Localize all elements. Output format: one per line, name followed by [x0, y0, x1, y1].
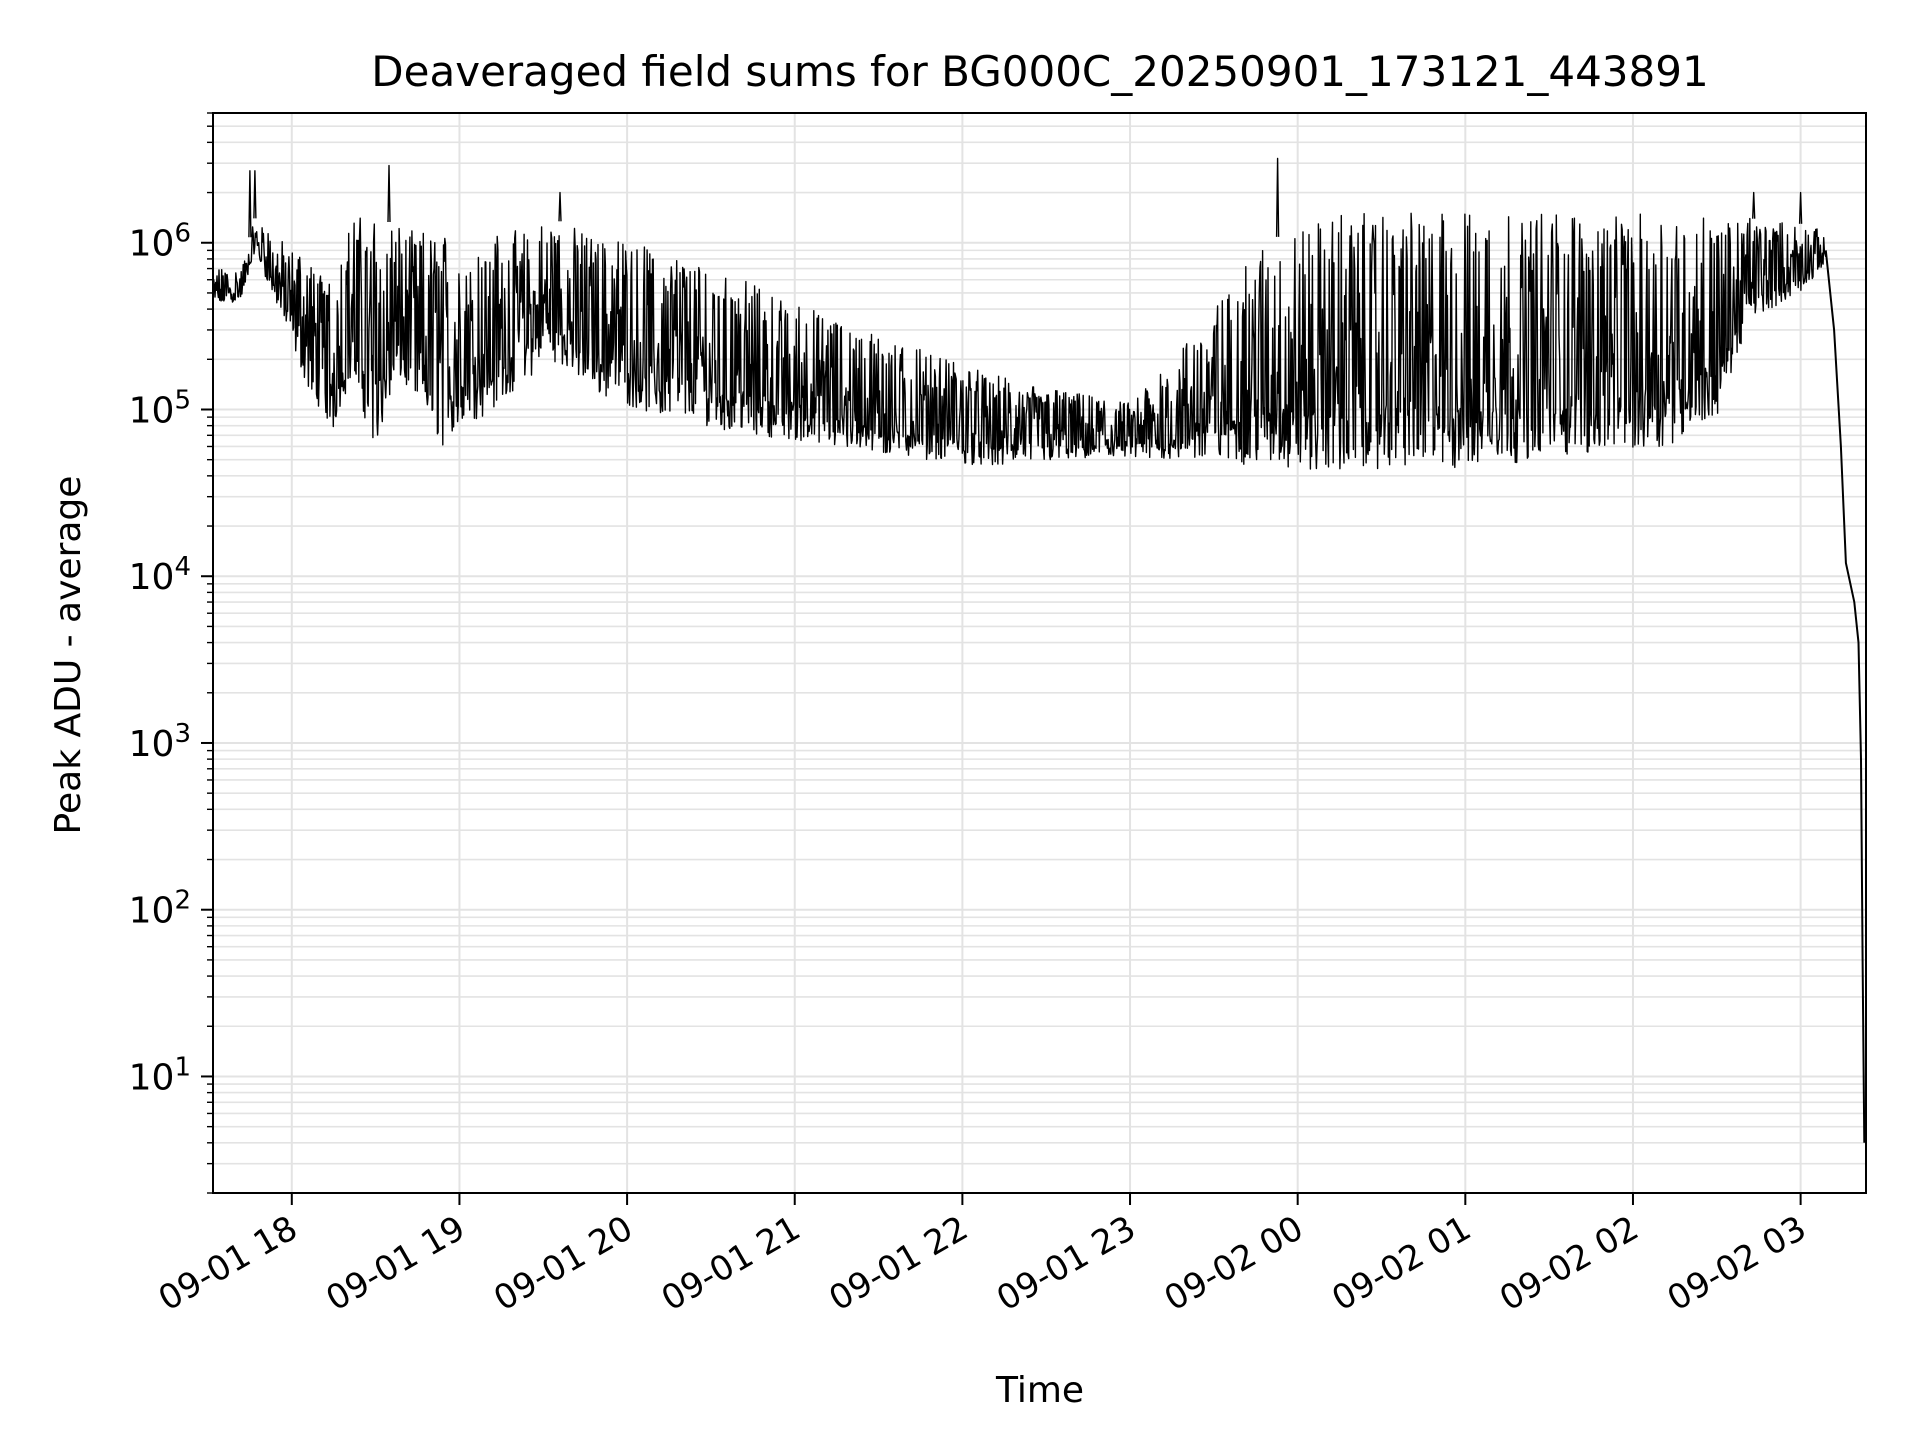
y-tick-label: 106: [129, 219, 191, 265]
y-tick-label: 101: [129, 1052, 191, 1098]
plot-frame: [212, 112, 1867, 1194]
y-axis-label: Peak ADU - average: [48, 476, 89, 835]
y-tick-label: 102: [129, 886, 191, 932]
chart-title: Deaveraged field sums for BG000C_2025090…: [371, 47, 1708, 96]
y-tick-label: 105: [129, 385, 191, 431]
y-tick-label: 103: [129, 719, 191, 765]
data-series: [212, 157, 1866, 1143]
series-line: [212, 157, 1827, 470]
x-axis-label: Time: [995, 1370, 1084, 1411]
series-tail-line: [1824, 250, 1866, 1143]
y-tick-label: 104: [129, 552, 191, 598]
y-axis-ticks: 101 102 103 104 105 106: [129, 112, 213, 1194]
